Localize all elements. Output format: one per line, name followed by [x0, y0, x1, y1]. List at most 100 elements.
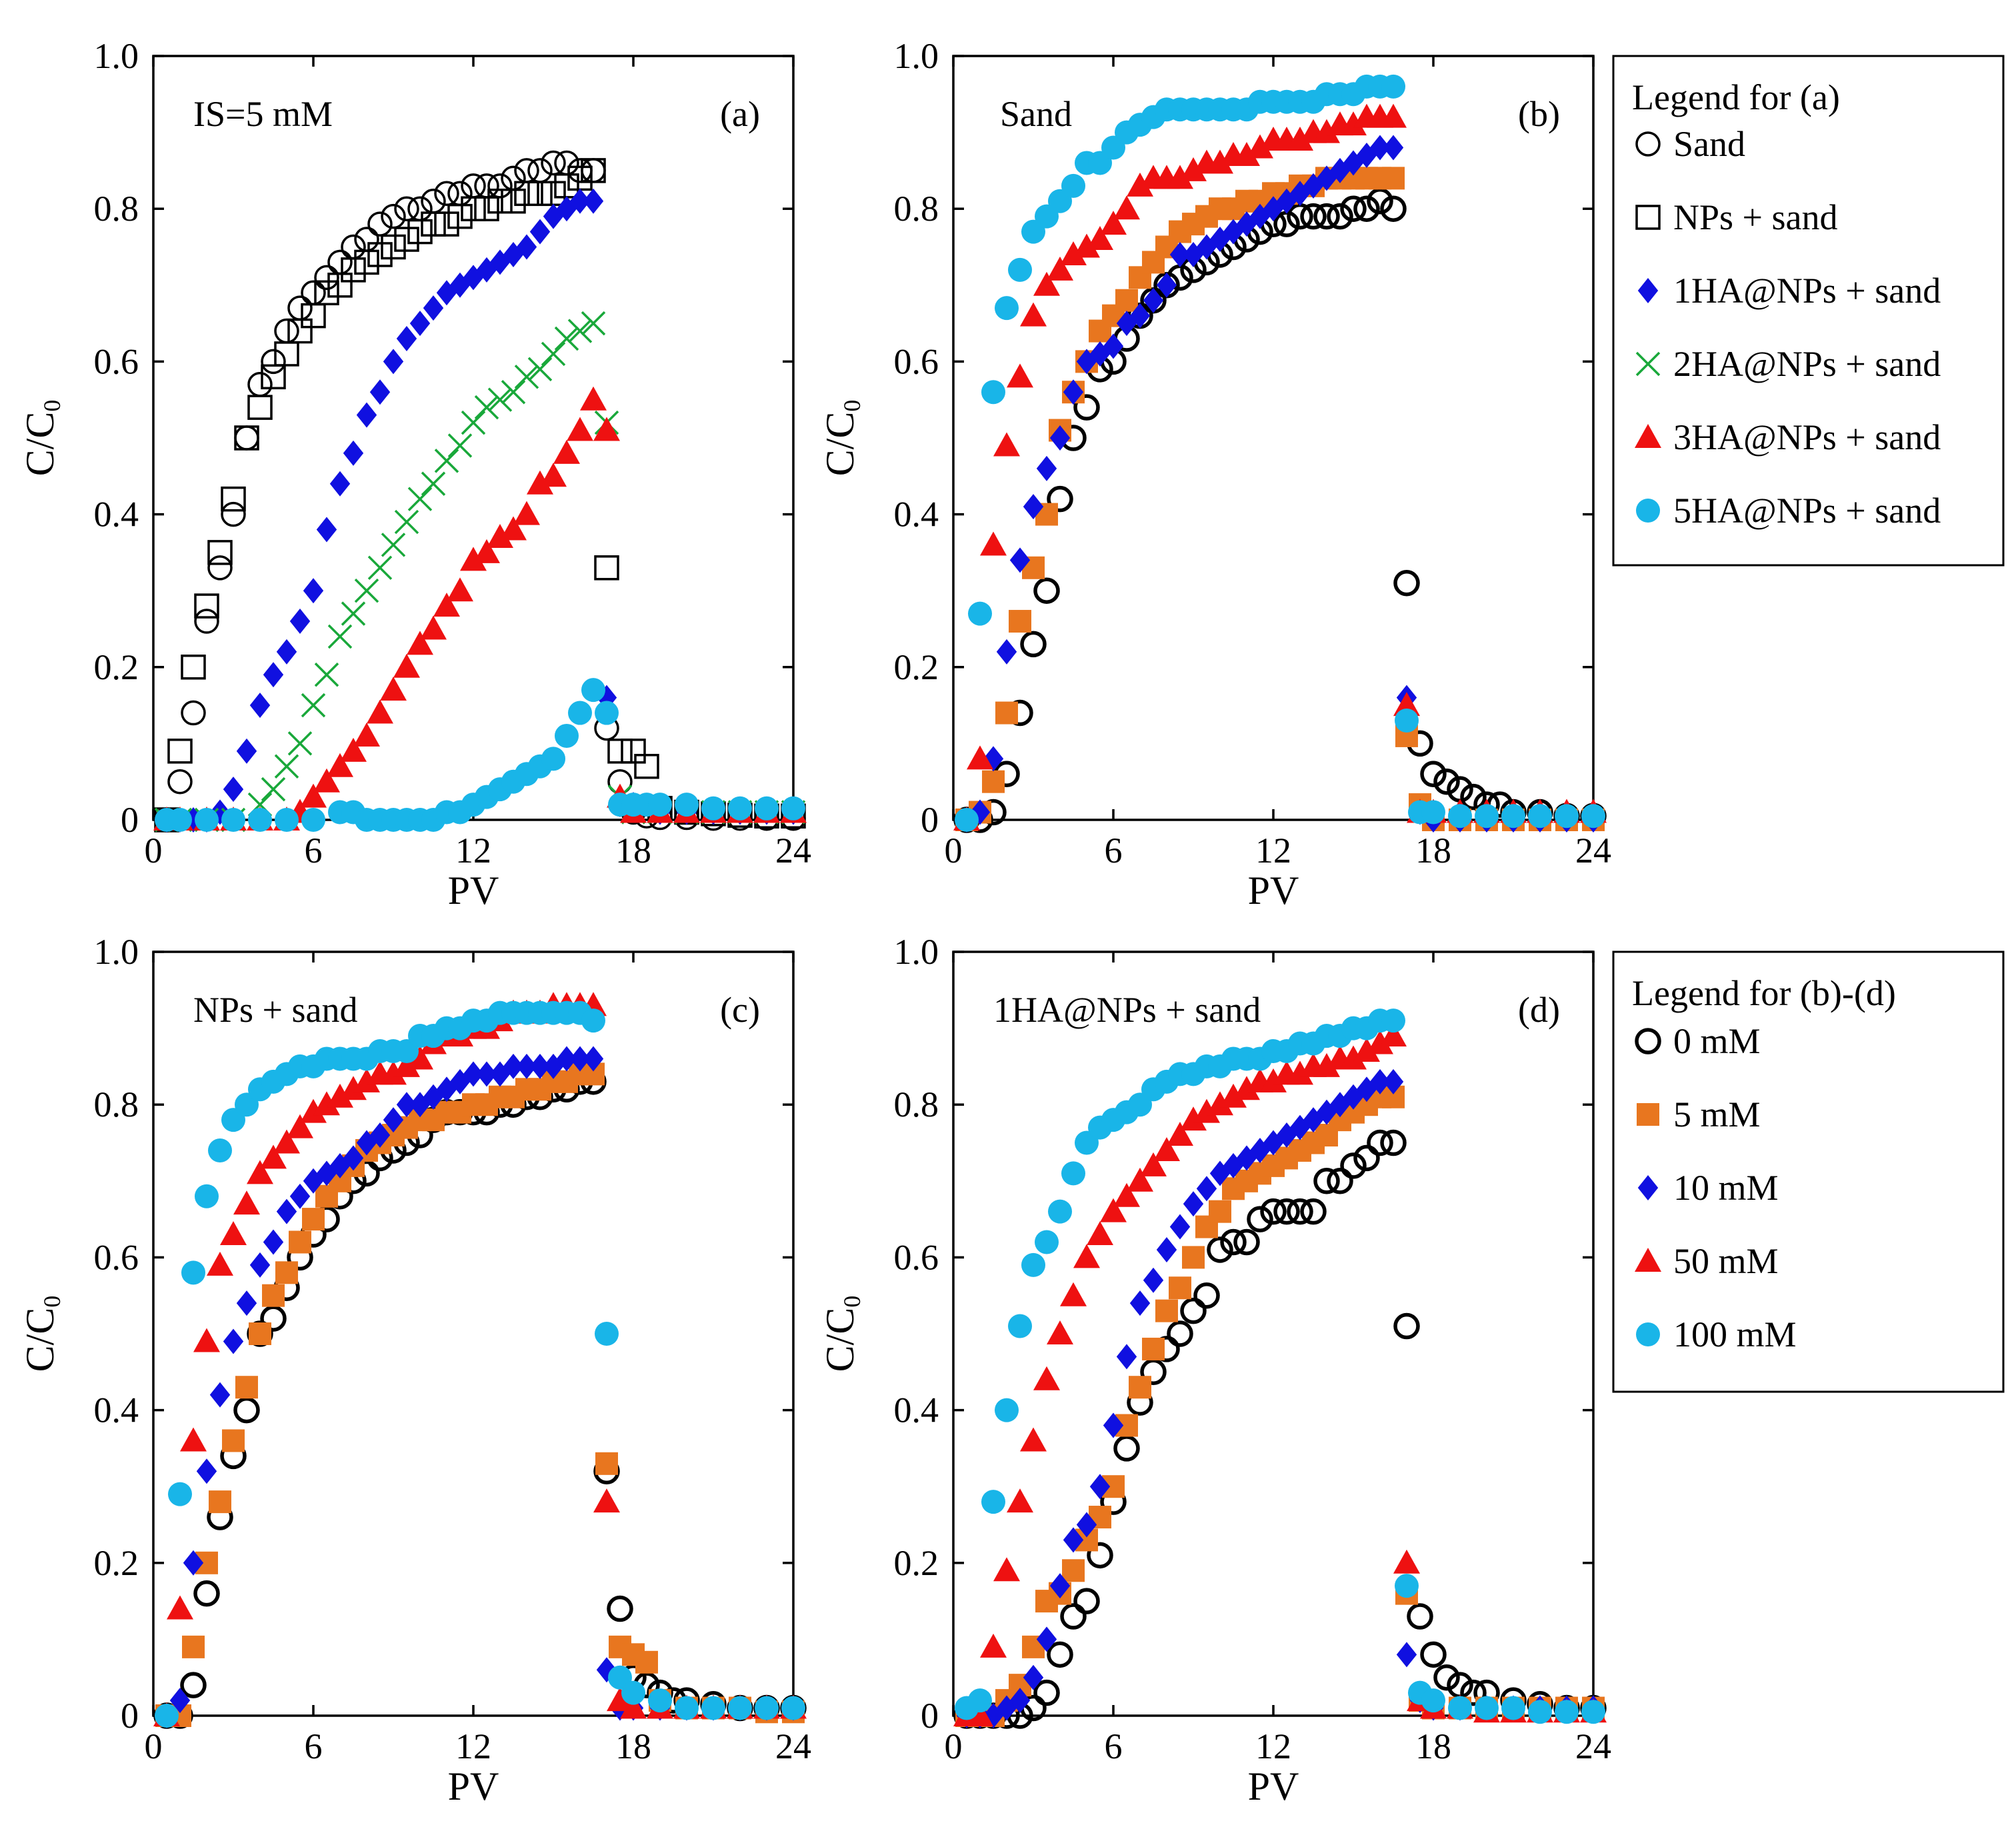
data-point: [1036, 1626, 1057, 1652]
data-point: [1247, 134, 1273, 159]
data-point: [1103, 333, 1124, 359]
data-point: [581, 678, 605, 703]
data-point: [168, 1482, 192, 1506]
data-point: [982, 770, 1005, 793]
y-tick-label: 1.0: [94, 36, 139, 76]
legend-marker: [1635, 424, 1661, 448]
data-point: [755, 796, 779, 821]
data-point: [1007, 1488, 1033, 1513]
data-point: [529, 219, 551, 245]
data-point: [169, 1688, 191, 1714]
data-point: [513, 501, 540, 525]
data-point: [1367, 1129, 1393, 1156]
data-point: [995, 296, 1019, 321]
data-point: [434, 449, 459, 473]
data-point: [316, 517, 337, 543]
data-point: [1260, 1198, 1287, 1225]
data-point: [1381, 1008, 1405, 1033]
data-point: [648, 793, 672, 817]
data-point: [1035, 1230, 1059, 1254]
data-point: [1183, 1191, 1204, 1217]
x-tick-label: 0: [945, 1726, 963, 1766]
legend-label: 100 mM: [1673, 1314, 1797, 1354]
data-point: [1100, 1198, 1127, 1222]
data-point: [194, 609, 219, 634]
data-point: [1156, 1236, 1177, 1262]
data-point: [394, 509, 419, 535]
y-tick-label: 0.8: [894, 1084, 939, 1124]
data-point: [1196, 1176, 1217, 1202]
data-point: [181, 700, 206, 726]
data-point: [1395, 709, 1419, 733]
data-point: [180, 1672, 207, 1698]
data-point: [1380, 195, 1407, 222]
data-point: [393, 653, 420, 678]
series-50-mm: [953, 1022, 1607, 1726]
legend-label: NPs + sand: [1673, 197, 1837, 237]
data-point: [1060, 241, 1087, 265]
series-5-mm: [955, 167, 1605, 831]
data-point: [555, 723, 579, 748]
x-tick-label: 18: [1415, 831, 1451, 871]
data-point: [541, 341, 566, 367]
data-point: [1273, 1198, 1300, 1225]
data-point: [423, 295, 444, 321]
legend-marker: [1635, 1248, 1661, 1272]
data-point: [155, 1704, 179, 1728]
data-point: [273, 1129, 300, 1154]
data-point: [621, 1680, 645, 1705]
data-point: [1233, 1228, 1260, 1256]
data-point: [261, 349, 286, 375]
data-point: [275, 808, 299, 832]
data-point: [221, 501, 246, 527]
data-point: [287, 1114, 313, 1138]
data-point: [1501, 804, 1525, 829]
data-point: [1073, 233, 1100, 258]
data-point: [581, 311, 606, 336]
data-point: [207, 555, 233, 581]
data-point: [409, 311, 431, 337]
data-point: [567, 158, 593, 183]
data-point: [260, 1305, 287, 1332]
data-point: [207, 540, 233, 565]
data-point: [1393, 1549, 1420, 1574]
x-tick-label: 24: [775, 831, 811, 871]
x-tick-label: 18: [615, 831, 651, 871]
data-point: [1421, 1688, 1445, 1713]
legend-label: Sand: [1673, 124, 1745, 164]
data-point: [1581, 1700, 1605, 1724]
data-point: [1300, 1198, 1327, 1225]
data-point: [1287, 127, 1313, 151]
data-point: [287, 318, 313, 344]
data-point: [287, 731, 313, 756]
legend-marker: [1637, 1175, 1659, 1200]
data-point: [516, 234, 537, 260]
data-point: [223, 1328, 244, 1354]
data-point: [634, 754, 659, 779]
data-point: [301, 808, 325, 832]
data-point: [302, 1208, 325, 1231]
series-nps-sand: [154, 158, 806, 833]
data-point: [1155, 1299, 1178, 1322]
data-point: [1460, 783, 1487, 811]
series-100-mm: [955, 1008, 1605, 1724]
data-point: [407, 196, 433, 221]
data-point: [180, 1427, 207, 1452]
data-point: [223, 777, 244, 803]
data-point: [461, 410, 486, 435]
data-point: [1393, 692, 1420, 717]
data-point: [1448, 1696, 1472, 1720]
data-point: [1008, 1314, 1032, 1338]
series-1ha-nps-sand: [156, 188, 804, 833]
legend-marker: [1636, 1322, 1660, 1346]
data-point: [1353, 1037, 1380, 1062]
data-point: [353, 722, 380, 747]
data-point: [249, 1322, 271, 1345]
data-point: [1555, 1700, 1579, 1724]
data-point: [1076, 1512, 1097, 1538]
data-point: [1380, 1129, 1407, 1156]
data-point: [1020, 631, 1047, 658]
data-point: [781, 796, 805, 821]
data-point: [569, 1046, 591, 1072]
data-point: [1433, 768, 1460, 795]
